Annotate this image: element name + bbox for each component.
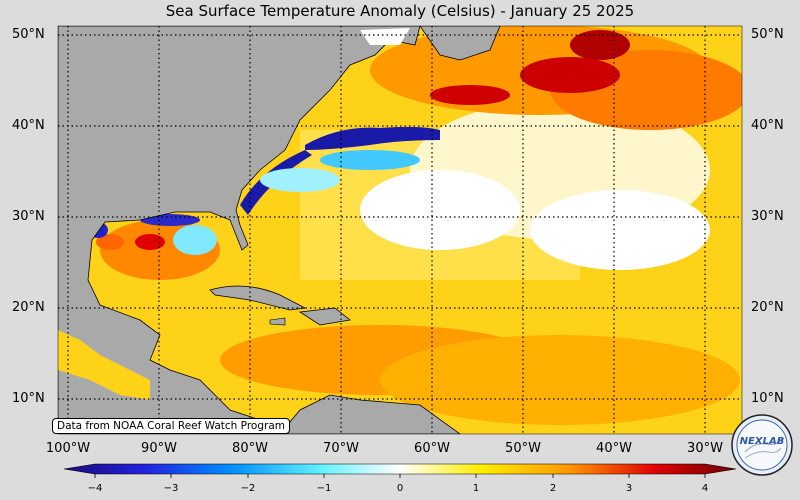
lat-label-left: 20°N bbox=[12, 300, 45, 315]
lon-label: 60°W bbox=[414, 441, 450, 456]
lon-label: 90°W bbox=[141, 441, 177, 456]
logo-text: NEXLAB bbox=[740, 436, 785, 447]
colorbar-tick-label: 1 bbox=[472, 483, 480, 494]
lat-label-right: 40°N bbox=[751, 118, 784, 133]
colorbar-tick-label: 2 bbox=[549, 483, 557, 494]
colorbar-tick-label: 4 bbox=[701, 483, 709, 494]
lon-label: 40°W bbox=[596, 441, 632, 456]
lon-label: 30°W bbox=[687, 441, 723, 456]
lat-label-right: 30°N bbox=[751, 209, 784, 224]
cuba-land bbox=[209, 285, 307, 311]
colorbar-tick-label: −1 bbox=[316, 483, 332, 494]
data-credit-label: Data from NOAA Coral Reef Watch Program bbox=[52, 418, 290, 434]
south-america-land bbox=[279, 394, 461, 434]
map-gridlines bbox=[58, 26, 742, 434]
lat-label-left: 30°N bbox=[12, 209, 45, 224]
colorbar bbox=[63, 463, 737, 478]
lat-label-right: 10°N bbox=[751, 391, 784, 406]
lat-label-left: 10°N bbox=[12, 391, 45, 406]
colorbar-tick-label: −4 bbox=[87, 483, 103, 494]
lat-label-left: 50°N bbox=[12, 27, 45, 42]
lat-label-left: 40°N bbox=[12, 118, 45, 133]
nexlab-logo: NEXLAB bbox=[731, 414, 793, 476]
lon-label: 70°W bbox=[323, 441, 359, 456]
lon-label: 80°W bbox=[232, 441, 268, 456]
colorbar-tick-label: −3 bbox=[163, 483, 179, 494]
lon-label: 100°W bbox=[45, 441, 91, 456]
lon-label: 50°W bbox=[505, 441, 541, 456]
colorbar-tick-label: −2 bbox=[240, 483, 256, 494]
colorbar-tick-label: 0 bbox=[396, 483, 404, 494]
lat-label-right: 50°N bbox=[751, 27, 784, 42]
map-title: Sea Surface Temperature Anomaly (Celsius… bbox=[165, 2, 635, 20]
colorbar-tick-label: 3 bbox=[625, 483, 633, 494]
lat-label-right: 20°N bbox=[751, 300, 784, 315]
newfoundland-land bbox=[419, 26, 501, 61]
cold-anomaly-streak bbox=[305, 126, 440, 150]
north-america-land bbox=[58, 26, 421, 434]
